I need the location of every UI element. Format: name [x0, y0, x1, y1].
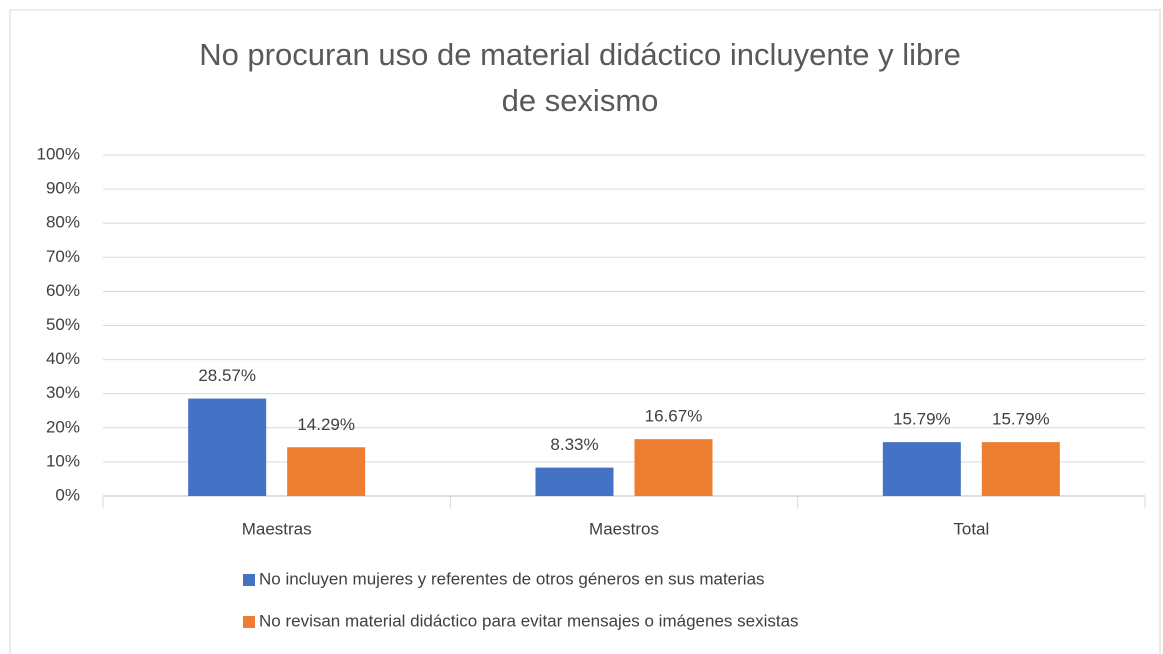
legend-swatch — [243, 616, 255, 628]
data-label: 15.79% — [992, 410, 1050, 429]
y-tick-label: 50% — [46, 315, 80, 334]
data-label: 14.29% — [297, 415, 355, 434]
y-tick-label: 60% — [46, 281, 80, 300]
legend-label: No incluyen mujeres y referentes de otro… — [259, 569, 765, 588]
legend-label: No revisan material didáctico para evita… — [259, 611, 799, 630]
y-tick-label: 10% — [46, 451, 80, 470]
bar — [287, 447, 366, 496]
y-tick-label: 80% — [46, 213, 80, 232]
x-tick-label: Maestros — [589, 519, 659, 538]
y-tick-label: 70% — [46, 247, 80, 266]
y-tick-label: 30% — [46, 383, 80, 402]
bar — [981, 442, 1060, 496]
chart-border — [9, 9, 1161, 654]
data-label: 28.57% — [198, 366, 256, 385]
y-tick-label: 100% — [37, 144, 80, 163]
data-label: 8.33% — [550, 435, 598, 454]
bar — [188, 398, 267, 496]
x-tick-label: Total — [953, 519, 989, 538]
bar — [535, 467, 614, 496]
bar — [634, 439, 713, 496]
y-tick-label: 90% — [46, 179, 80, 198]
bar — [882, 442, 961, 496]
legend-swatch — [243, 574, 255, 586]
data-label: 16.67% — [645, 407, 703, 426]
y-tick-label: 0% — [55, 485, 80, 504]
y-tick-label: 40% — [46, 349, 80, 368]
data-label: 15.79% — [893, 410, 951, 429]
y-tick-label: 20% — [46, 417, 80, 436]
x-tick-label: Maestras — [242, 519, 312, 538]
chart-title: No procuran uso de material didáctico in… — [199, 37, 961, 118]
